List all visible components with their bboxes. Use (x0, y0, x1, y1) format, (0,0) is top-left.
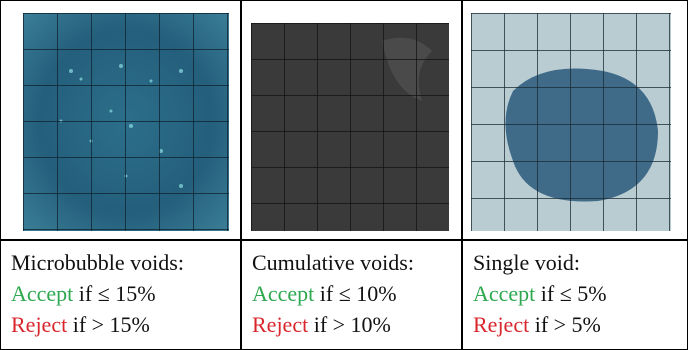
accept-condition: if ≤ 15% (79, 281, 156, 306)
column-title: Cumulative voids: (252, 247, 414, 278)
criteria: Microbubble voids: Accept if ≤ 15% Rejec… (11, 247, 184, 340)
column-title: Single void: (473, 247, 607, 278)
accept-label: Accept (11, 281, 73, 306)
criteria: Single void: Accept if ≤ 5% Reject if > … (473, 247, 607, 340)
reject-label: Reject (11, 312, 67, 337)
reject-label: Reject (252, 312, 308, 337)
reject-condition: if > 15% (73, 312, 150, 337)
accept-label: Accept (473, 281, 535, 306)
column: Microbubble voids: Accept if ≤ 15% Rejec… (1, 1, 242, 349)
reject-label: Reject (473, 312, 529, 337)
accept-condition: if ≤ 10% (320, 281, 397, 306)
figure: Microbubble voids: Accept if ≤ 15% Rejec… (0, 0, 688, 350)
sample-image (242, 1, 461, 241)
column-title: Microbubble voids: (11, 247, 184, 278)
reject-condition: if > 5% (535, 312, 601, 337)
reject-condition: if > 10% (314, 312, 391, 337)
sample-image (463, 1, 687, 241)
column: Cumulative voids: Accept if ≤ 10% Reject… (242, 1, 463, 349)
column: Single void: Accept if ≤ 5% Reject if > … (463, 1, 687, 349)
sample-image (1, 1, 240, 241)
accept-condition: if ≤ 5% (541, 281, 607, 306)
criteria: Cumulative voids: Accept if ≤ 10% Reject… (252, 247, 414, 340)
accept-label: Accept (252, 281, 314, 306)
